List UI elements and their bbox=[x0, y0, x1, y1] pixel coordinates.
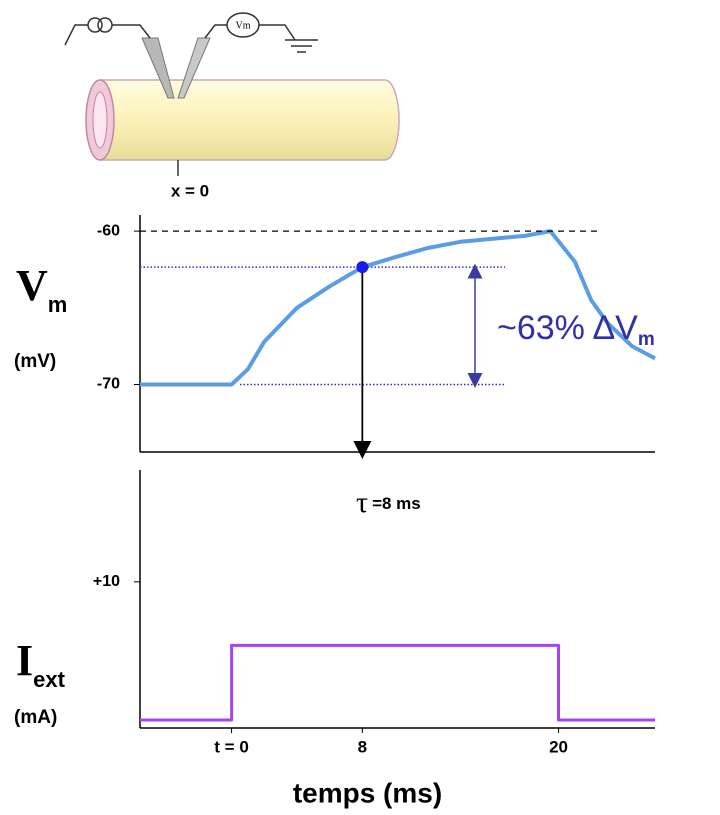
x-axis-label: temps (ms) bbox=[293, 777, 442, 808]
y-tick-label: -60 bbox=[97, 222, 120, 239]
svg-text:Vm: Vm bbox=[236, 20, 251, 31]
tau-point bbox=[356, 261, 368, 273]
annotation-sub: m bbox=[638, 329, 655, 350]
annotation-text: ~63% ΔV bbox=[497, 309, 638, 347]
y-axis-unit: (mV) bbox=[14, 351, 56, 372]
figure: Vm x = 0 Vm(mV)-60-70~63% ΔVmτ=8 msIext(… bbox=[0, 0, 720, 815]
y-axis-label-sub: ext bbox=[33, 667, 65, 692]
x-tick-label: t = 0 bbox=[214, 737, 249, 756]
x-tick-label: 8 bbox=[358, 737, 367, 756]
y-tick-label: -70 bbox=[97, 376, 120, 393]
position-label: x = 0 bbox=[171, 181, 209, 200]
y-tick-label: +10 bbox=[93, 573, 120, 590]
data-line bbox=[140, 231, 655, 384]
annotation: ~63% ΔVm bbox=[497, 309, 655, 350]
tau-label: τ=8 ms bbox=[356, 486, 421, 519]
y-axis-label: Iext bbox=[16, 636, 66, 692]
y-axis-label: Vm bbox=[16, 261, 67, 317]
y-axis-label-main: V bbox=[16, 261, 48, 310]
data-line bbox=[140, 645, 655, 720]
y-axis-label-sub: m bbox=[48, 292, 68, 317]
x-tick-label: 20 bbox=[549, 737, 568, 756]
y-axis-unit: (mA) bbox=[14, 707, 57, 728]
neuron-illustration: Vm bbox=[65, 13, 399, 176]
y-axis-label-main: I bbox=[16, 636, 33, 685]
tau-text: =8 ms bbox=[372, 494, 421, 513]
tau-symbol: τ bbox=[356, 486, 368, 519]
